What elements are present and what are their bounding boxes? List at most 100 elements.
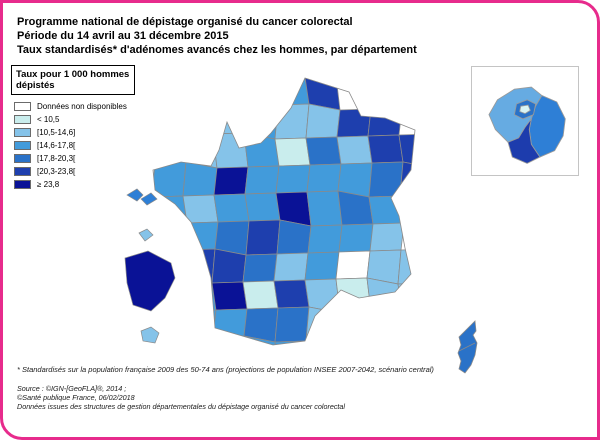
standardisation-footnote: * Standardisés sur la population françai… xyxy=(17,365,434,374)
france-outline xyxy=(152,77,416,346)
department-cell xyxy=(367,107,403,137)
idf-paris xyxy=(519,104,531,115)
department-cell xyxy=(305,136,342,166)
legend-item: Données non disponibles xyxy=(14,100,151,113)
department-cell xyxy=(306,163,342,193)
ile-de-france-map xyxy=(488,86,566,164)
department-cell xyxy=(273,252,309,282)
legend-item: < 10,5 xyxy=(14,113,151,126)
corsica xyxy=(457,320,478,374)
department-cell xyxy=(212,105,248,135)
department-cell xyxy=(244,165,280,195)
department-cell xyxy=(397,282,415,312)
department-cell xyxy=(367,134,404,164)
department-cell xyxy=(336,108,372,138)
department-cell xyxy=(307,224,343,254)
department-cell xyxy=(336,135,373,165)
department-cell xyxy=(275,191,312,227)
department-cell xyxy=(273,279,310,309)
legend-swatch xyxy=(14,115,31,124)
department-cell xyxy=(366,277,403,313)
title-line-1: Programme national de dépistage organisé… xyxy=(17,16,353,28)
department-cell xyxy=(242,253,278,283)
title-line-3: Taux standardisés* d'adénomes avancés ch… xyxy=(17,44,417,56)
figure-title: Programme national de dépistage organisé… xyxy=(17,15,417,57)
source-line-2: ©Santé publique France, 06/02/2018 xyxy=(17,393,135,402)
department-cell xyxy=(212,308,248,338)
department-cell xyxy=(399,161,415,197)
department-cell xyxy=(183,221,219,251)
department-cell xyxy=(369,222,405,252)
source-line-1: Source : ©IGN-[GeoFLA]®, 2014 ; xyxy=(17,384,127,393)
martinique-shape xyxy=(138,228,154,242)
legend-swatch xyxy=(14,180,31,189)
department-cell xyxy=(335,277,372,314)
department-cell xyxy=(181,309,217,339)
department-cell xyxy=(276,219,312,255)
legend-item: [17,8-20,3[ xyxy=(14,152,151,165)
department-cell xyxy=(337,162,373,198)
legend-label: ≥ 23,8 xyxy=(37,180,60,189)
department-cell xyxy=(180,282,217,312)
ile-de-france-inset xyxy=(471,66,579,176)
legend-label: Données non disponibles xyxy=(37,102,127,111)
department-cell xyxy=(212,132,249,169)
department-cell xyxy=(304,278,341,314)
legend-item: [10,5-14,6] xyxy=(14,126,151,139)
department-cell xyxy=(243,104,279,140)
department-cell xyxy=(244,192,281,222)
department-cell xyxy=(368,161,404,198)
department-cell xyxy=(153,134,187,164)
legend-items: Données non disponibles < 10,5 [10,5-14,6]… xyxy=(14,100,151,191)
source-line-3: Données issues des structures de gestion… xyxy=(17,402,346,411)
department-cell xyxy=(335,250,371,280)
department-cell xyxy=(243,307,279,343)
department-cells xyxy=(153,78,415,345)
department-cell xyxy=(211,281,248,311)
department-cell xyxy=(305,306,341,342)
department-cell xyxy=(213,166,249,196)
legend-item: [20,3-23,8[ xyxy=(14,165,151,178)
guadeloupe-grande-terre-shape xyxy=(140,192,158,206)
legend-title-line-2: dépistés xyxy=(16,80,55,91)
legend-swatch xyxy=(14,167,31,176)
department-cell xyxy=(214,220,250,256)
department-cell xyxy=(274,137,311,167)
legend-item: ≥ 23,8 xyxy=(14,178,151,191)
legend-title-line-1: Taux pour 1 000 hommes xyxy=(16,69,130,80)
legend-label: < 10,5 xyxy=(37,115,60,124)
legend-swatch xyxy=(14,102,31,111)
department-cell xyxy=(211,248,247,284)
legend-label: [20,3-23,8[ xyxy=(37,167,76,176)
department-cell xyxy=(366,249,402,285)
department-cell xyxy=(274,103,310,140)
department-cell xyxy=(245,219,281,256)
legend-item: [14,6-17,8[ xyxy=(14,139,151,152)
legend-swatch xyxy=(14,128,31,137)
department-cell xyxy=(181,133,218,169)
legend-label: [17,8-20,3[ xyxy=(37,154,76,163)
reunion-shape xyxy=(140,326,160,344)
title-line-2: Période du 14 avril au 31 décembre 2015 xyxy=(17,30,229,42)
department-cell xyxy=(338,223,374,253)
department-cell xyxy=(397,248,415,285)
department-cell xyxy=(182,161,218,197)
department-cell xyxy=(275,164,311,194)
department-cell xyxy=(306,190,343,227)
idf-essonne xyxy=(507,118,541,164)
department-cell xyxy=(153,161,187,198)
source-block: Source : ©IGN-[GeoFLA]®, 2014 ; ©Santé p… xyxy=(17,384,457,411)
department-cell xyxy=(398,133,415,169)
department-cell xyxy=(399,194,415,224)
department-cell xyxy=(273,78,310,106)
department-cell xyxy=(213,193,250,223)
department-cell xyxy=(337,190,374,226)
department-cell xyxy=(180,248,216,285)
department-cell xyxy=(304,251,340,281)
overseas-departments xyxy=(124,188,176,344)
department-cell xyxy=(368,195,405,225)
department-cell xyxy=(305,103,341,139)
department-cell xyxy=(153,195,188,225)
department-cell xyxy=(182,194,219,224)
